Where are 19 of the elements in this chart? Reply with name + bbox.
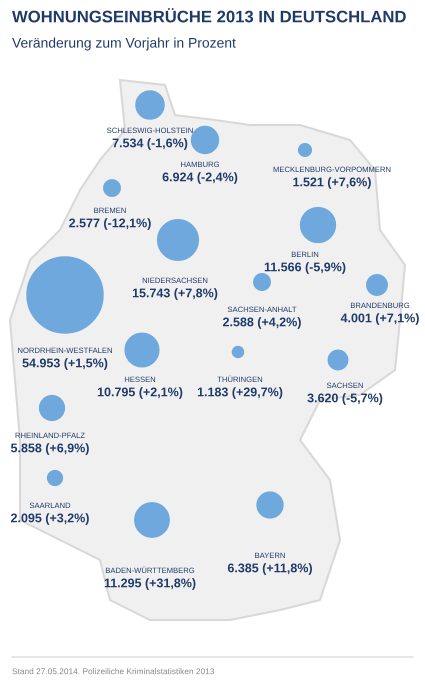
data-label: 54.953 (+1,5%) bbox=[22, 358, 108, 370]
data-label: 7.534 (-1,6%) bbox=[112, 138, 188, 150]
data-label: 2.095 (+3,2%) bbox=[11, 513, 89, 525]
data-label: 11.566 (-5,9%) bbox=[264, 262, 346, 274]
data-label: 15.743 (+7,8%) bbox=[132, 288, 218, 300]
data-label: 1.183 (+29,7%) bbox=[198, 387, 282, 399]
data-label: 2.588 (+4,2%) bbox=[223, 317, 301, 329]
data-label: 6.924 (-2,4%) bbox=[162, 172, 238, 184]
text: WOHNUNGSEINBRÜCHE 2013 IN DEUTSCHLAND bbox=[12, 8, 406, 22]
data-label: 4.001 (+7,1%) bbox=[340, 313, 419, 325]
data-label: 10.795 (+2,1%) bbox=[98, 387, 182, 399]
data-label: 5.858 (+6,9%) bbox=[10, 443, 89, 455]
data-label: 1.521 (+7,6%) bbox=[293, 177, 371, 189]
text: Stand 27.05.2014. Polizeiliche Kriminalstatistiken 2013 bbox=[12, 668, 214, 674]
data-label: 3.620 (-5,7%) bbox=[307, 393, 382, 405]
text: Veränderung zum Vorjahr in Prozent bbox=[12, 38, 236, 50]
data-label: 11.295 (+31,8%) bbox=[104, 578, 196, 590]
data-label: 6.385 (+11,8%) bbox=[228, 563, 312, 575]
data-label: 2.577 (-12,1%) bbox=[69, 218, 151, 230]
